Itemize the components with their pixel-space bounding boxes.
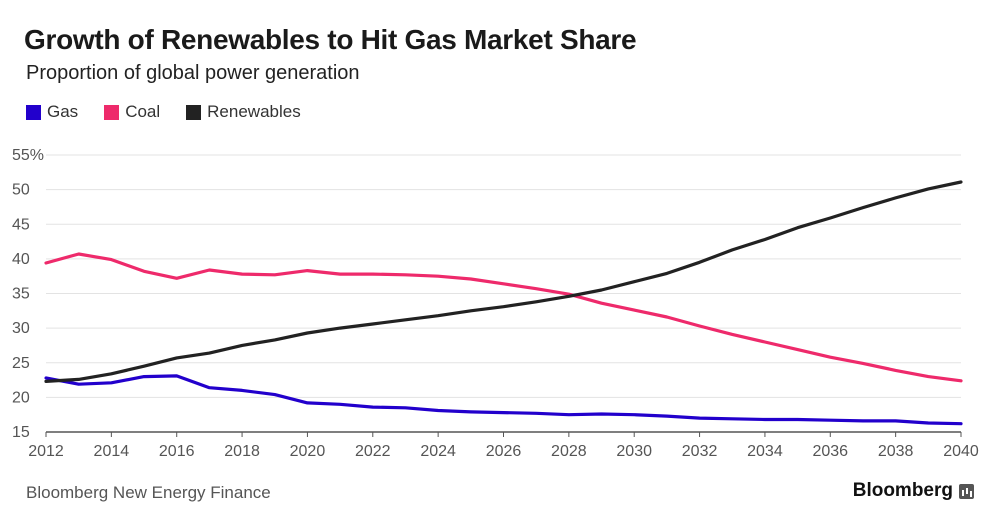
x-axis-ticks: 2012 2014 2016 2018 2020 2022 2024 2026 2028 2030… xyxy=(28,432,979,460)
chart-subtitle: Proportion of global power generation xyxy=(26,62,360,84)
y-axis-ticks: 15 20 25 30 35 40 45 50 55% xyxy=(12,147,44,441)
x-tick-label: 2024 xyxy=(420,443,456,460)
series-line-coal xyxy=(44,252,963,383)
chart-title: Growth of Renewables to Hit Gas Market S… xyxy=(24,24,637,55)
x-tick-label: 2022 xyxy=(355,443,391,460)
y-tick-label: 40 xyxy=(12,251,30,268)
x-tick-label: 2028 xyxy=(551,443,587,460)
legend-label-gas: Gas xyxy=(47,102,79,121)
x-tick-label: 2026 xyxy=(486,443,522,460)
legend: Gas Coal Renewables xyxy=(26,102,301,122)
y-tick-label: 15 xyxy=(12,424,30,441)
x-tick-label: 2036 xyxy=(812,443,848,460)
series-line-renewables xyxy=(44,180,963,383)
line-chart: 15 20 25 30 35 40 45 50 55% 2012 2014 2016 2018 2020… xyxy=(12,147,979,460)
y-tick-label: 50 xyxy=(12,182,30,199)
x-tick-label: 2014 xyxy=(94,443,130,460)
y-tick-label: 45 xyxy=(12,216,30,233)
x-tick-label: 2034 xyxy=(747,443,783,460)
x-tick-label: 2030 xyxy=(616,443,652,460)
series-lines xyxy=(44,180,963,426)
x-tick-label: 2040 xyxy=(943,443,979,460)
series-line-gas xyxy=(44,374,963,426)
brand-logo: Bloomberg xyxy=(853,480,974,502)
y-tick-label: 20 xyxy=(12,389,30,406)
legend-label-renewables: Renewables xyxy=(207,102,301,121)
legend-swatch-coal xyxy=(104,104,120,120)
brand-name: Bloomberg xyxy=(852,480,953,501)
legend-item-coal: Coal xyxy=(104,102,160,122)
x-tick-label: 2020 xyxy=(290,443,326,460)
y-tick-label: 30 xyxy=(12,320,30,337)
source-note: Bloomberg New Energy Finance xyxy=(26,483,271,502)
x-tick-label: 2012 xyxy=(28,443,64,460)
x-tick-label: 2038 xyxy=(878,443,914,460)
gridlines xyxy=(46,154,961,433)
x-tick-label: 2018 xyxy=(224,443,260,460)
y-tick-label: 35 xyxy=(12,286,30,303)
y-tick-label: 55% xyxy=(12,147,44,164)
y-tick-label: 25 xyxy=(12,355,30,372)
x-tick-label: 2032 xyxy=(682,443,718,460)
legend-label-coal: Coal xyxy=(125,102,161,121)
legend-swatch-renewables xyxy=(186,104,202,120)
legend-item-renewables: Renewables xyxy=(186,102,301,122)
x-tick-label: 2016 xyxy=(159,443,195,460)
terminal-icon xyxy=(959,483,974,499)
legend-item-gas: Gas xyxy=(26,102,78,122)
legend-swatch-gas xyxy=(26,104,41,120)
